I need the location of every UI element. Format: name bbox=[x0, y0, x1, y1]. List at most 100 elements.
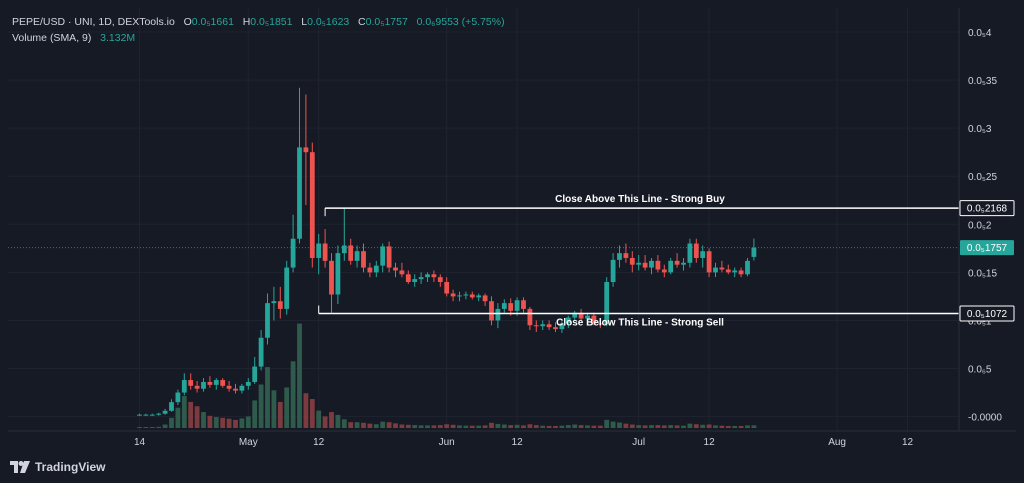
candle[interactable] bbox=[636, 255, 642, 271]
candle[interactable] bbox=[604, 277, 610, 327]
candle[interactable] bbox=[226, 381, 232, 392]
candle[interactable] bbox=[239, 383, 245, 394]
candle[interactable] bbox=[188, 373, 194, 390]
candle[interactable] bbox=[271, 286, 277, 321]
candle[interactable] bbox=[303, 94, 309, 206]
candle[interactable] bbox=[527, 306, 533, 331]
candle[interactable] bbox=[578, 308, 584, 321]
candle[interactable] bbox=[290, 214, 296, 273]
candle[interactable] bbox=[469, 291, 475, 300]
candle[interactable] bbox=[386, 241, 392, 273]
candle[interactable] bbox=[341, 207, 347, 261]
candle[interactable] bbox=[495, 303, 501, 329]
candle[interactable] bbox=[585, 312, 590, 323]
candle[interactable] bbox=[533, 320, 539, 332]
candle[interactable] bbox=[258, 330, 264, 371]
candle[interactable] bbox=[501, 299, 507, 313]
candle[interactable] bbox=[265, 293, 270, 345]
candle[interactable] bbox=[553, 322, 558, 332]
candle[interactable] bbox=[354, 245, 360, 268]
candle[interactable] bbox=[725, 264, 731, 275]
candle[interactable] bbox=[751, 238, 757, 261]
candle[interactable] bbox=[642, 255, 648, 271]
candle[interactable] bbox=[437, 274, 443, 287]
candle[interactable] bbox=[181, 373, 187, 396]
candle[interactable] bbox=[681, 257, 686, 271]
candle[interactable] bbox=[687, 238, 693, 268]
candle[interactable] bbox=[207, 376, 213, 388]
candle[interactable] bbox=[521, 297, 526, 313]
candle[interactable] bbox=[450, 289, 456, 302]
candle[interactable] bbox=[213, 378, 219, 390]
candle[interactable] bbox=[162, 408, 168, 415]
candle[interactable] bbox=[412, 274, 418, 287]
candle[interactable] bbox=[629, 251, 635, 273]
candle[interactable] bbox=[610, 253, 616, 287]
candle[interactable] bbox=[367, 262, 373, 278]
candle[interactable] bbox=[361, 243, 366, 273]
candle[interactable] bbox=[149, 413, 155, 416]
candle[interactable] bbox=[297, 87, 302, 244]
candle[interactable] bbox=[457, 291, 462, 302]
candle[interactable] bbox=[201, 378, 206, 392]
candle[interactable] bbox=[418, 272, 424, 284]
candle[interactable] bbox=[572, 310, 578, 321]
candle[interactable] bbox=[463, 291, 469, 300]
candle[interactable] bbox=[399, 262, 405, 278]
candle[interactable] bbox=[284, 260, 290, 315]
candle[interactable] bbox=[508, 298, 514, 316]
symbol-label[interactable]: PEPE/USD · UNI, 1D, DEXTools.io bbox=[12, 16, 175, 28]
candle[interactable] bbox=[348, 238, 354, 265]
time-axis[interactable]: 14 May 12 Jun 12 Jul 12 Aug 12 bbox=[134, 437, 914, 448]
candle[interactable] bbox=[143, 413, 149, 416]
candle[interactable] bbox=[597, 320, 603, 329]
candle[interactable] bbox=[322, 229, 328, 268]
candle[interactable] bbox=[316, 233, 322, 275]
candle[interactable] bbox=[476, 293, 482, 302]
tradingview-logo[interactable]: TradingView bbox=[10, 460, 105, 474]
candle[interactable] bbox=[706, 248, 712, 278]
candle[interactable] bbox=[482, 293, 488, 307]
candle[interactable] bbox=[591, 312, 597, 326]
candle[interactable] bbox=[329, 253, 334, 313]
candle[interactable] bbox=[713, 262, 718, 278]
candle[interactable] bbox=[444, 277, 450, 297]
candle[interactable] bbox=[546, 320, 552, 331]
candle[interactable] bbox=[220, 378, 226, 388]
candle[interactable] bbox=[194, 381, 200, 393]
candle[interactable] bbox=[674, 253, 680, 268]
candle[interactable] bbox=[393, 262, 398, 278]
price-axis[interactable]: 0.0₅40.0₅350.0₅30.0₅250.0₅20.0₅150.0₅10.… bbox=[959, 28, 1015, 424]
candle[interactable] bbox=[233, 383, 238, 394]
candle[interactable] bbox=[649, 257, 654, 275]
candle[interactable] bbox=[425, 272, 430, 282]
candle[interactable] bbox=[719, 260, 725, 273]
candle[interactable] bbox=[175, 389, 181, 406]
candle[interactable] bbox=[373, 260, 379, 278]
candle[interactable] bbox=[700, 245, 706, 268]
candle[interactable] bbox=[668, 257, 674, 275]
candle[interactable] bbox=[245, 378, 251, 390]
candle[interactable] bbox=[489, 296, 494, 326]
candle[interactable] bbox=[661, 264, 667, 278]
candle[interactable] bbox=[309, 142, 315, 268]
candle[interactable] bbox=[169, 399, 174, 412]
candle[interactable] bbox=[405, 270, 411, 284]
candle[interactable] bbox=[431, 270, 437, 282]
candle[interactable] bbox=[738, 267, 744, 278]
volume-label[interactable]: Volume (SMA, 9) bbox=[12, 32, 92, 44]
candle[interactable] bbox=[693, 238, 699, 263]
candle[interactable] bbox=[277, 286, 283, 319]
candle[interactable] bbox=[335, 245, 341, 305]
candle[interactable] bbox=[156, 412, 162, 416]
candle[interactable] bbox=[745, 257, 750, 277]
candle[interactable] bbox=[617, 245, 622, 268]
candlesticks[interactable] bbox=[137, 87, 757, 416]
annotations[interactable]: Close Above This Line - Strong Buy Close … bbox=[318, 194, 959, 329]
candle[interactable] bbox=[540, 320, 546, 331]
candle[interactable] bbox=[559, 321, 565, 333]
candle[interactable] bbox=[380, 243, 386, 273]
candle[interactable] bbox=[137, 413, 142, 416]
candle[interactable] bbox=[623, 243, 629, 263]
